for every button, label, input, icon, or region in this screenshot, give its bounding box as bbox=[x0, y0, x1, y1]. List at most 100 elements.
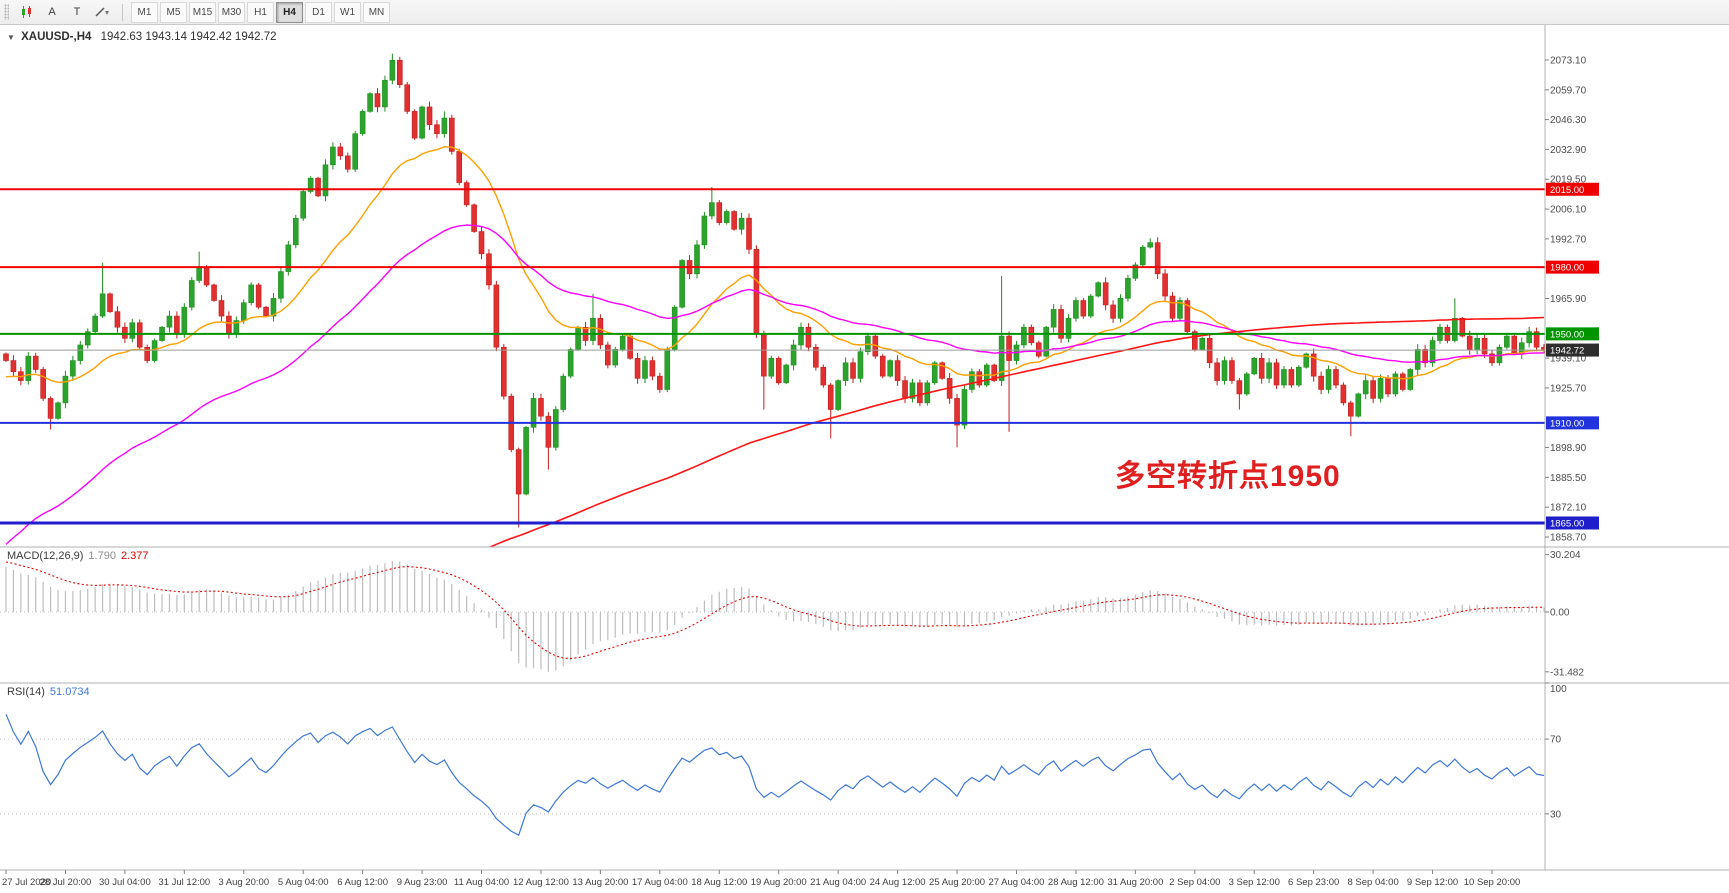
price-axis[interactable]: 2073.10 2059.70 2046.30 2032.90 2019.50 2006.… bbox=[1545, 56, 1599, 544]
candle-body bbox=[738, 217, 745, 230]
candle-body bbox=[1043, 326, 1049, 357]
candle-body bbox=[136, 322, 143, 348]
candle-body bbox=[270, 297, 277, 317]
symbol-dropdown-icon[interactable]: ▼ bbox=[7, 33, 15, 42]
candle-body bbox=[1310, 353, 1317, 377]
chart-candles-icon[interactable] bbox=[15, 1, 39, 23]
candle-body bbox=[761, 333, 767, 377]
candle-body bbox=[746, 217, 752, 250]
cursor-tool-button[interactable]: A bbox=[48, 6, 56, 18]
timeframe-button-w1[interactable]: W1 bbox=[334, 1, 361, 23]
candle-body bbox=[1154, 242, 1161, 275]
time-label: 3 Sep 12:00 bbox=[1229, 877, 1280, 888]
candle-body bbox=[62, 375, 69, 404]
time-label: 11 Aug 04:00 bbox=[454, 877, 509, 888]
candle-body bbox=[1385, 378, 1391, 395]
time-label: 10 Sep 20:00 bbox=[1464, 877, 1521, 888]
time-label: 2 Sep 04:00 bbox=[1169, 877, 1220, 888]
timeframe-button-d1[interactable]: D1 bbox=[305, 1, 332, 23]
text-tool-button[interactable]: T bbox=[73, 6, 81, 18]
time-label: 19 Aug 20:00 bbox=[751, 877, 807, 888]
time-label: 6 Sep 23:00 bbox=[1288, 877, 1339, 888]
candle-body bbox=[567, 349, 574, 377]
macd-name: MACD(12,26,9) bbox=[7, 550, 84, 562]
candle-body bbox=[835, 380, 841, 410]
candle-body bbox=[1117, 297, 1124, 319]
candle-body bbox=[10, 360, 17, 372]
chart-area[interactable]: 2073.10 2059.70 2046.30 2032.90 2019.50 2006.… bbox=[0, 25, 1729, 893]
horizontal-lines-layer[interactable] bbox=[0, 188, 1545, 525]
candle-body bbox=[285, 244, 292, 272]
candle-body bbox=[1035, 342, 1042, 357]
timeframe-button-m1[interactable]: M1 bbox=[131, 1, 158, 23]
candle-body bbox=[1199, 338, 1206, 350]
candle-body bbox=[523, 427, 529, 495]
candle-body bbox=[1139, 246, 1146, 266]
candle-body bbox=[575, 326, 581, 350]
timeframe-button-h1[interactable]: H1 bbox=[247, 1, 274, 23]
candle-body bbox=[47, 398, 54, 419]
candle-body bbox=[344, 155, 351, 170]
candle-body bbox=[1102, 282, 1109, 306]
candle-body bbox=[619, 335, 626, 350]
shapes-tool-button[interactable] bbox=[90, 1, 114, 23]
svg-text:30.204: 30.204 bbox=[1550, 550, 1581, 561]
svg-text:1939.10: 1939.10 bbox=[1550, 354, 1587, 365]
price-tag-1950.00 bbox=[1546, 327, 1599, 341]
timeframe-button-m30[interactable]: M30 bbox=[218, 1, 245, 23]
svg-text:1872.10: 1872.10 bbox=[1550, 503, 1587, 514]
candle-body bbox=[389, 59, 396, 81]
svg-text:1965.90: 1965.90 bbox=[1550, 294, 1587, 305]
timeframe-button-m15[interactable]: M15 bbox=[189, 1, 216, 23]
moving-averages-layer bbox=[5, 146, 1545, 547]
candle-body bbox=[1459, 317, 1466, 337]
time-label: 3 Aug 20:00 bbox=[218, 877, 269, 888]
candle-body bbox=[530, 398, 537, 428]
chart-canvas[interactable]: 2073.10 2059.70 2046.30 2032.90 2019.50 2006.… bbox=[0, 25, 1729, 893]
candle-body bbox=[1504, 335, 1510, 348]
candle-body bbox=[649, 360, 656, 377]
candle-body bbox=[1266, 362, 1272, 379]
candle-body bbox=[627, 335, 633, 359]
candle-body bbox=[1281, 369, 1287, 386]
candle-body bbox=[961, 389, 968, 426]
timeframe-button-m5[interactable]: M5 bbox=[160, 1, 187, 23]
candle-body bbox=[1414, 349, 1421, 370]
svg-text:1992.70: 1992.70 bbox=[1550, 234, 1587, 245]
time-label: 5 Aug 04:00 bbox=[278, 877, 329, 888]
toolbar-grip-handle[interactable] bbox=[4, 4, 9, 20]
ma-mid-line bbox=[5, 224, 1545, 545]
candle-body bbox=[790, 344, 797, 366]
timeframe-button-mn[interactable]: MN bbox=[363, 1, 390, 23]
svg-text:2073.10: 2073.10 bbox=[1550, 56, 1587, 67]
candle-body bbox=[1073, 300, 1079, 319]
svg-text:1925.70: 1925.70 bbox=[1550, 383, 1587, 394]
time-label: 25 Aug 20:00 bbox=[929, 877, 985, 888]
rsi-name: RSI(14) bbox=[7, 686, 45, 698]
candle-body bbox=[1169, 295, 1176, 319]
timeframe-button-h4[interactable]: H4 bbox=[276, 1, 303, 23]
macd-histogram bbox=[5, 561, 1545, 672]
candle-body bbox=[359, 111, 366, 134]
candle-body bbox=[240, 302, 247, 321]
svg-text:2006.10: 2006.10 bbox=[1550, 205, 1587, 216]
candle-body bbox=[709, 202, 715, 217]
candle-body bbox=[1258, 358, 1265, 379]
candle-body bbox=[1050, 309, 1057, 328]
svg-text:2015.00: 2015.00 bbox=[1550, 185, 1584, 196]
time-label: 28 Jul 20:00 bbox=[40, 877, 92, 888]
candle-body bbox=[307, 177, 314, 192]
candle-body bbox=[1407, 369, 1414, 390]
candle-body bbox=[1087, 295, 1094, 317]
rsi-panel: 100 70 30 bbox=[0, 682, 1567, 836]
candle-body bbox=[144, 346, 150, 361]
chart-annotation-text[interactable]: 多空转折点1950 bbox=[1115, 460, 1341, 493]
candle-body bbox=[248, 284, 254, 304]
candle-body bbox=[694, 244, 700, 275]
candles-layer bbox=[3, 53, 1545, 528]
macd-panel: 30.204 0.00 -31.482 bbox=[0, 550, 1584, 678]
candle-body bbox=[939, 362, 945, 379]
